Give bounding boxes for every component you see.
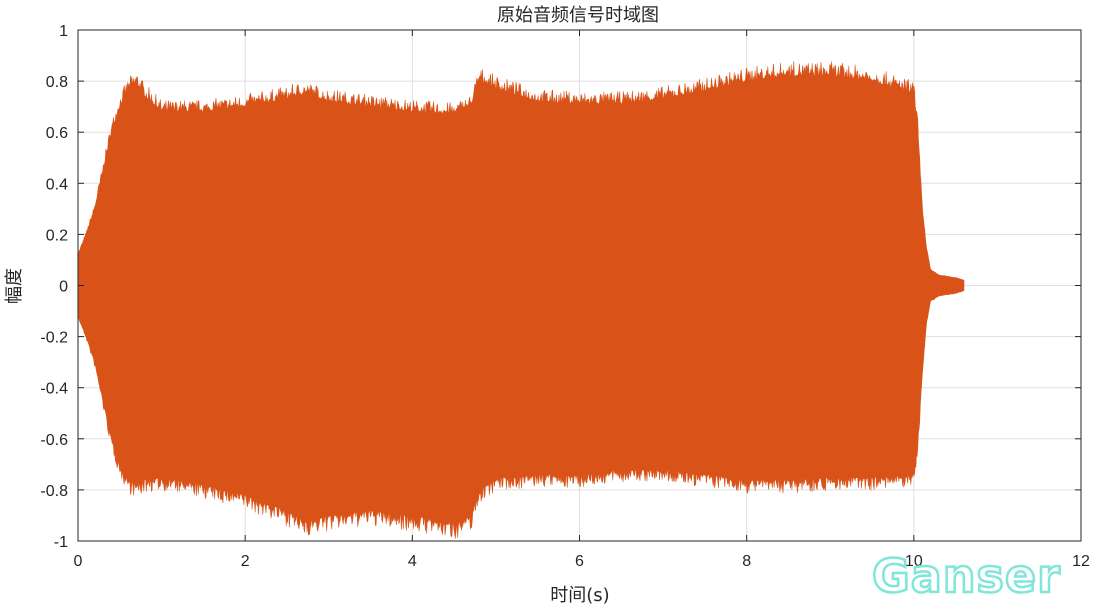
y-tick-label: 0.8: [46, 74, 68, 91]
chart-title: 原始音频信号时域图: [497, 5, 659, 26]
y-tick-label: -1: [54, 534, 68, 551]
y-tick-label: 0: [59, 279, 68, 296]
y-axis-label: 幅度: [4, 268, 25, 304]
y-tick-label: -0.2: [40, 330, 68, 347]
axis-ticks: 0 2 4 6 8 10 12 -1 -0.8 -0.6 -0.4 -0.2 0 0.2 0.4 0.6 0.8…: [40, 23, 1090, 570]
x-tick-label: 2: [241, 553, 250, 570]
x-axis-label: 时间(s): [550, 585, 609, 606]
y-tick-label: 0.6: [46, 125, 68, 142]
x-tick-label: 8: [742, 553, 751, 570]
y-tick-label: -0.6: [40, 432, 68, 449]
y-tick-label: -0.8: [40, 483, 68, 500]
x-tick-label: 10: [905, 553, 923, 570]
y-tick-label: -0.4: [40, 381, 68, 398]
watermark-logo: Ganser: [872, 549, 1061, 603]
y-tick-label: 0.2: [46, 227, 68, 244]
y-tick-label: 1: [59, 23, 68, 40]
x-tick-label: 4: [408, 553, 417, 570]
x-tick-label: 12: [1072, 553, 1090, 570]
x-tick-label: 0: [74, 553, 83, 570]
waveform-envelope: [77, 61, 965, 539]
x-tick-label: 6: [575, 553, 584, 570]
y-tick-label: 0.4: [46, 176, 68, 193]
waveform-series: [77, 61, 965, 539]
